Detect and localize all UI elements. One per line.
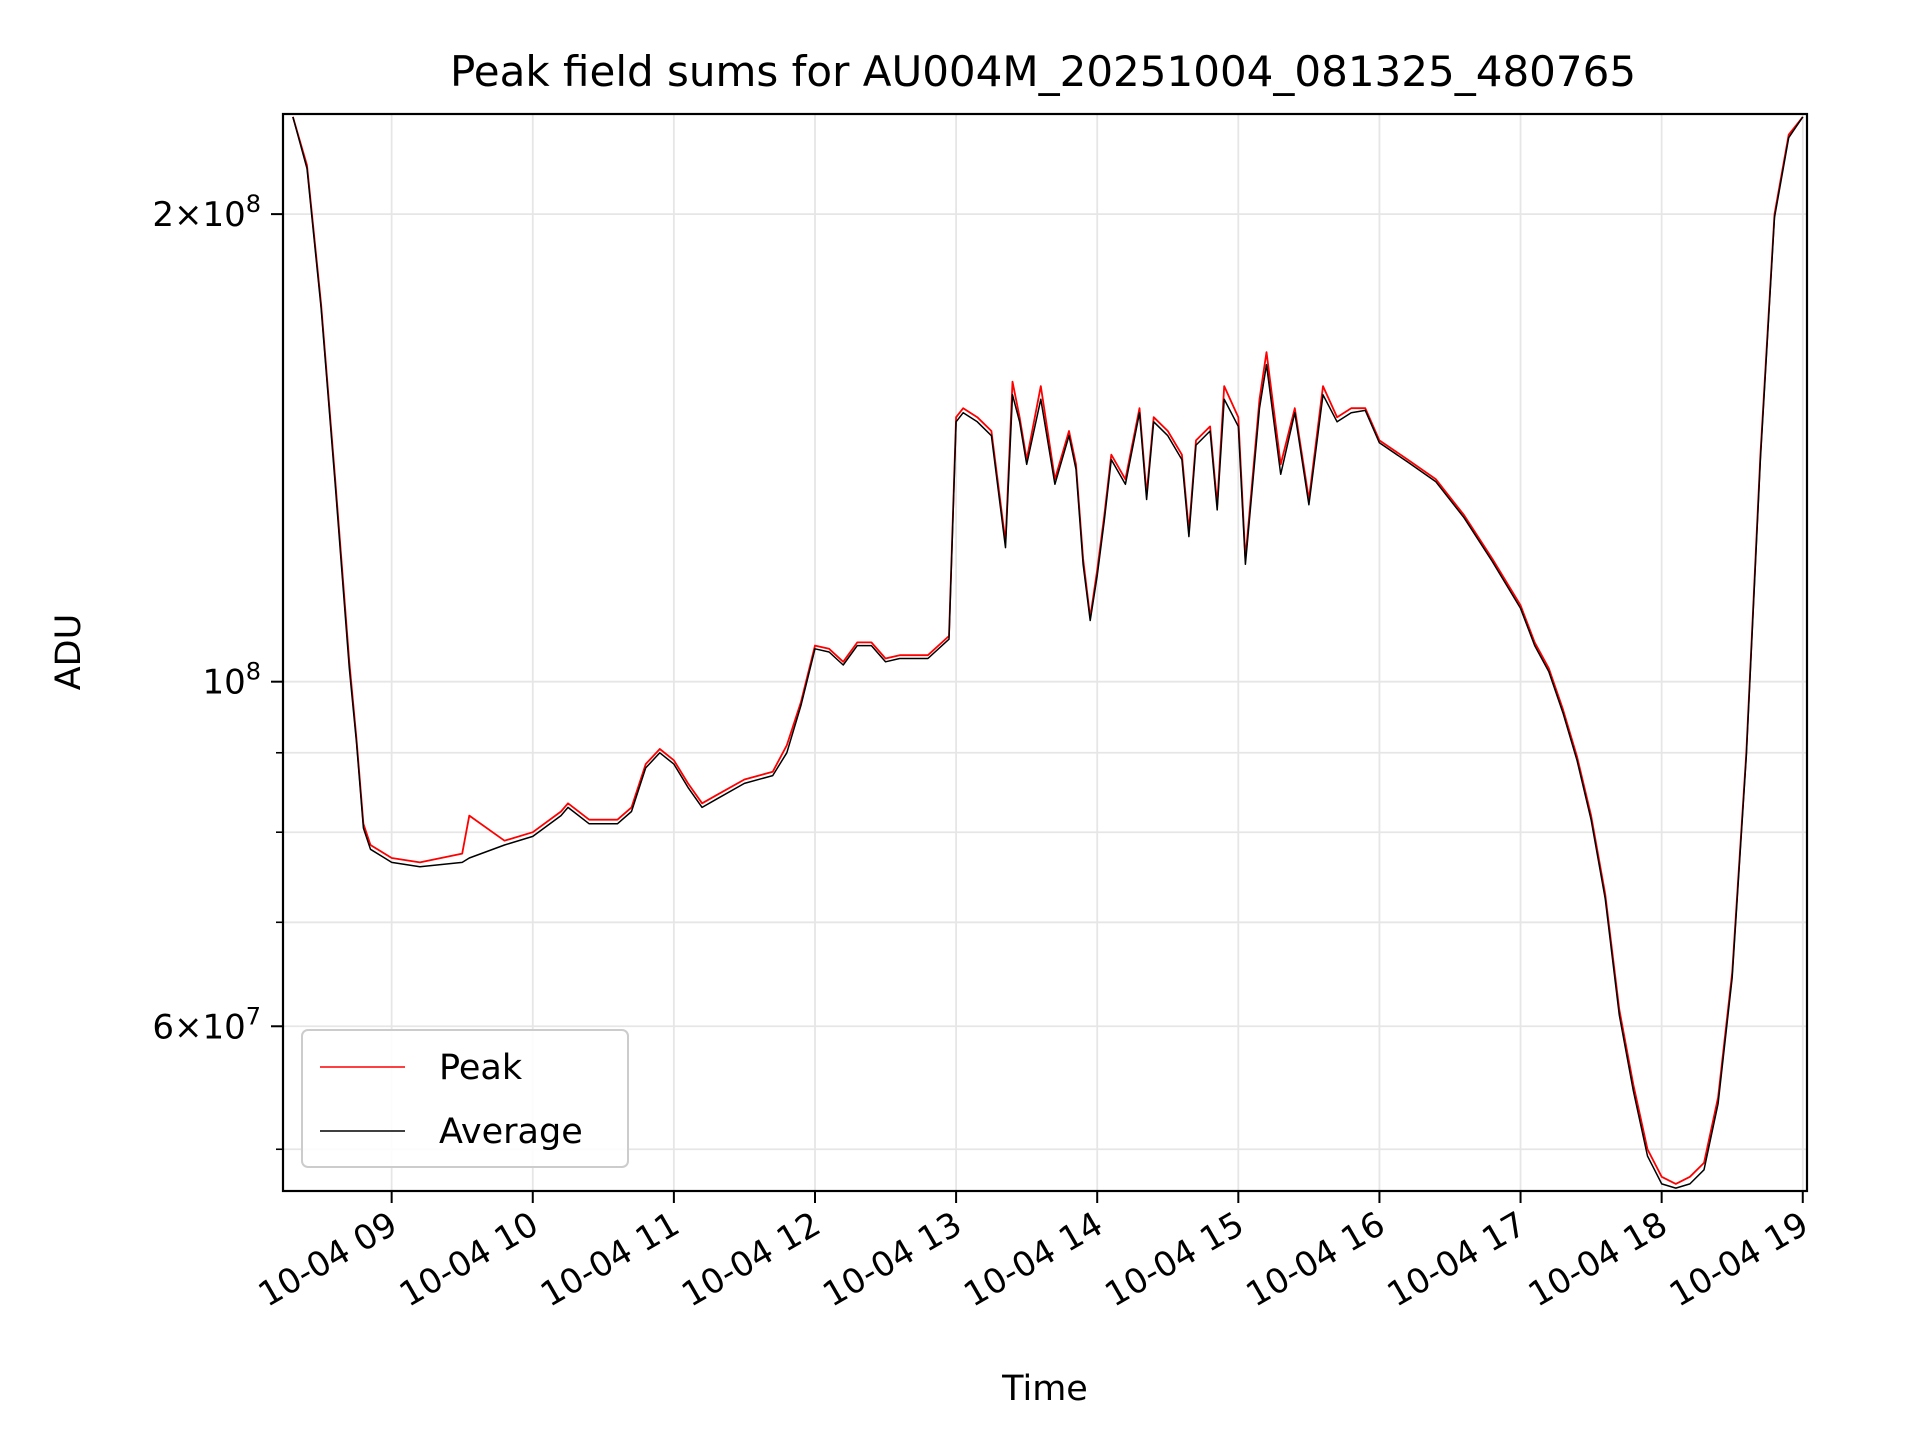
legend-box <box>301 1029 629 1168</box>
x-axis-label: Time <box>1001 1369 1088 1409</box>
grid <box>283 114 1807 1191</box>
chart-title: Peak field sums for AU004M_20251004_0813… <box>450 47 1636 96</box>
series-line-average <box>292 116 1804 1189</box>
legend-label-average: Average <box>439 1112 583 1152</box>
series-group <box>292 116 1804 1189</box>
legend: Peak Average <box>301 1029 629 1168</box>
y-tick-label: 108 <box>202 658 261 703</box>
y-axis: 6×107 108 2×108 <box>152 190 283 1151</box>
plot-frame <box>281 112 1809 1193</box>
y-axis-label: ADU <box>49 614 89 691</box>
y-tick-label: 6×107 <box>152 1002 261 1047</box>
y-tick-label: 2×108 <box>152 190 261 235</box>
legend-label-peak: Peak <box>439 1048 523 1088</box>
